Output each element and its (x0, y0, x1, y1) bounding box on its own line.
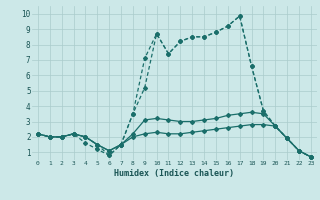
X-axis label: Humidex (Indice chaleur): Humidex (Indice chaleur) (115, 169, 234, 178)
